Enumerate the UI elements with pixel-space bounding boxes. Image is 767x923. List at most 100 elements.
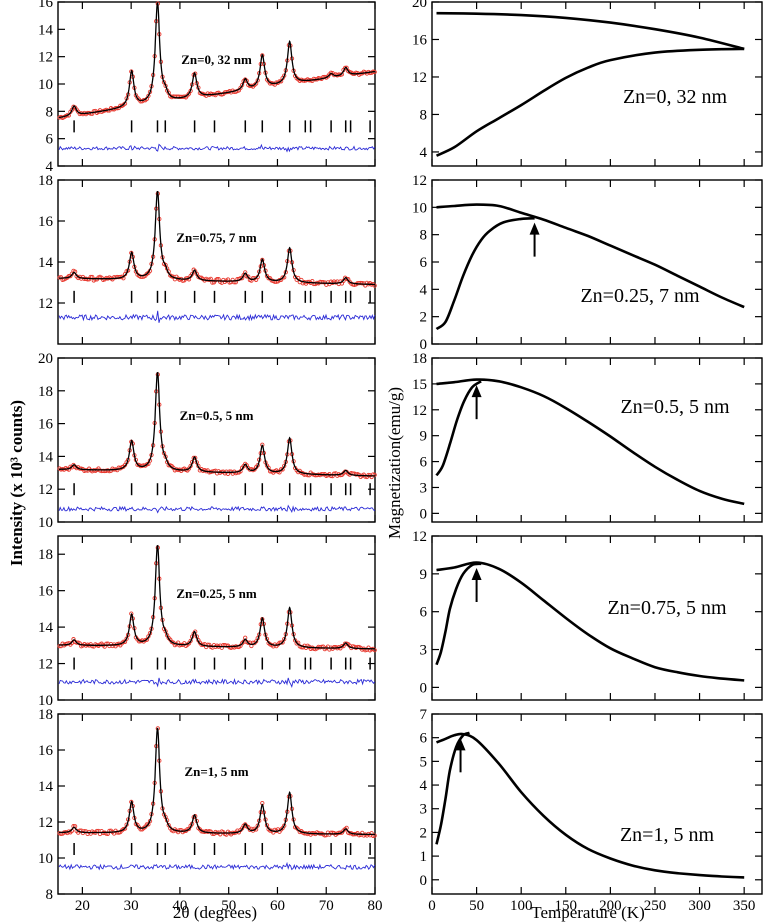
xrd-panel: 10 12 14 16 18 Zn=0.25, 5 nm: [38, 535, 377, 709]
sample-label: Zn=1, 5 nm: [184, 764, 248, 779]
y-tick-label: 20: [412, 0, 427, 11]
y-tick-label: 12: [412, 173, 427, 189]
y-tick-label: 8: [46, 887, 54, 903]
plot-frame: [431, 1, 763, 167]
zfc-curve: [435, 217, 535, 331]
observed-point: [166, 823, 171, 828]
x-tick-label: 350: [733, 898, 756, 914]
x-tick-label: 20: [75, 898, 90, 914]
x-tick-label: 0: [428, 898, 436, 914]
y-tick-label: 10: [38, 851, 53, 867]
plot-frame: [57, 713, 376, 895]
observed-point: [146, 93, 151, 99]
y-tick-label: 8: [420, 107, 428, 123]
x-tick-label: 150: [555, 898, 578, 914]
xrd-panel: 4 6 8 10 12 14 16 Zn=0, 32 nm: [38, 0, 377, 175]
observed-series: [57, 726, 377, 838]
x-tick-label: 100: [510, 898, 533, 914]
y-tick-label: 10: [412, 200, 427, 216]
observed-point: [280, 275, 285, 280]
x-tick-label: 80: [368, 898, 383, 914]
x-tick-label: 60: [270, 898, 285, 914]
y-tick-label: 5: [420, 754, 428, 770]
y-tick-label: 14: [38, 620, 54, 636]
sample-label: Zn=0.5, 5 nm: [620, 396, 729, 418]
y-tick-label: 18: [412, 351, 427, 367]
y-tick-label: 16: [38, 214, 54, 230]
y-tick-label: 12: [412, 403, 427, 419]
observed-point: [339, 643, 345, 649]
difference-line: [58, 504, 376, 514]
xrd-panel: 8 10 12 14 16 18 20 30 40 50 60 70 80 Zn=1, 5 nm: [38, 707, 383, 914]
y-tick-label: 18: [38, 173, 53, 189]
y-tick-label: 10: [38, 693, 53, 709]
y-tick-label: 3: [420, 643, 428, 659]
observed-point: [266, 276, 271, 281]
fc-curve: [435, 732, 745, 879]
magnetization-panel: 0 2 4 6 8 10 12 Zn=0.25, 7 nm: [412, 173, 763, 353]
plot-frame: [57, 1, 376, 167]
y-tick-label: 12: [412, 529, 427, 545]
x-tick-label: 300: [688, 898, 711, 914]
observed-series: [57, 372, 377, 480]
peak-arrow-head: [471, 385, 482, 398]
difference-line: [58, 677, 376, 688]
magnetization-panel: 4 8 12 16 20 Zn=0, 32 nm: [412, 0, 763, 167]
right-x-axis-title: Temperature (K): [531, 903, 645, 922]
observed-point: [360, 281, 365, 286]
x-tick-label: 70: [319, 898, 334, 914]
y-tick-label: 9: [420, 567, 428, 583]
observed-point: [210, 831, 215, 836]
sample-label: Zn=0.25, 5 nm: [176, 586, 257, 601]
y-tick-label: 6: [420, 255, 428, 271]
left-x-axis-title: 2θ (degrees): [173, 903, 257, 922]
sample-label: Zn=0.5, 5 nm: [180, 408, 254, 423]
sample-label: Zn=1, 5 nm: [620, 824, 714, 846]
y-tick-label: 6: [420, 731, 428, 747]
y-tick-label: 20: [38, 351, 53, 367]
y-tick-label: 4: [420, 778, 428, 794]
difference-line: [58, 143, 376, 153]
fc-curve: [436, 11, 745, 51]
y-tick-label: 14: [38, 255, 54, 271]
y-tick-label: 16: [38, 0, 54, 11]
y-tick-label: 6: [420, 605, 428, 621]
sample-label: Zn=0, 32 nm: [181, 52, 252, 67]
y-tick-label: 14: [38, 22, 54, 38]
y-tick-label: 8: [420, 228, 428, 244]
xrd-panel: 10 12 14 16 18 20 Zn=0.5, 5 nm: [38, 351, 377, 531]
zfc-curve: [435, 47, 745, 157]
observed-point: [243, 270, 248, 275]
magnetization-panel: 0 1 2 3 4 5 6 7 0 50 100 150 200 250 300 350 Zn=1, 5 nm: [420, 707, 763, 914]
observed-point: [244, 78, 249, 83]
observed-point: [93, 277, 98, 282]
peak-arrow-head: [529, 222, 540, 235]
y-tick-label: 12: [412, 70, 427, 86]
x-tick-label: 200: [599, 898, 622, 914]
y-tick-label: 3: [420, 802, 428, 818]
y-tick-label: 18: [38, 384, 53, 400]
y-tick-label: 8: [46, 104, 54, 120]
observed-point: [188, 638, 193, 644]
y-tick-label: 0: [420, 680, 428, 696]
y-tick-label: 16: [38, 743, 54, 759]
fc-curve: [436, 378, 745, 506]
plot-frame: [57, 357, 376, 523]
observed-series: [57, 191, 377, 288]
y-tick-label: 12: [38, 296, 53, 312]
observed-point: [280, 467, 285, 472]
y-tick-label: 16: [38, 417, 54, 433]
y-tick-label: 9: [420, 429, 428, 445]
x-tick-label: 50: [221, 898, 236, 914]
plot-frame: [57, 535, 376, 701]
right-y-axis-title: Magnetization(emu/g): [385, 387, 404, 539]
zfc-curve: [435, 731, 470, 845]
fc-curve: [436, 561, 745, 682]
y-tick-label: 18: [38, 707, 53, 723]
y-tick-label: 14: [38, 449, 54, 465]
y-tick-label: 7: [420, 707, 428, 723]
y-tick-label: 12: [38, 657, 53, 673]
y-tick-label: 15: [412, 377, 427, 393]
sample-label: Zn=0.75, 7 nm: [176, 230, 257, 245]
